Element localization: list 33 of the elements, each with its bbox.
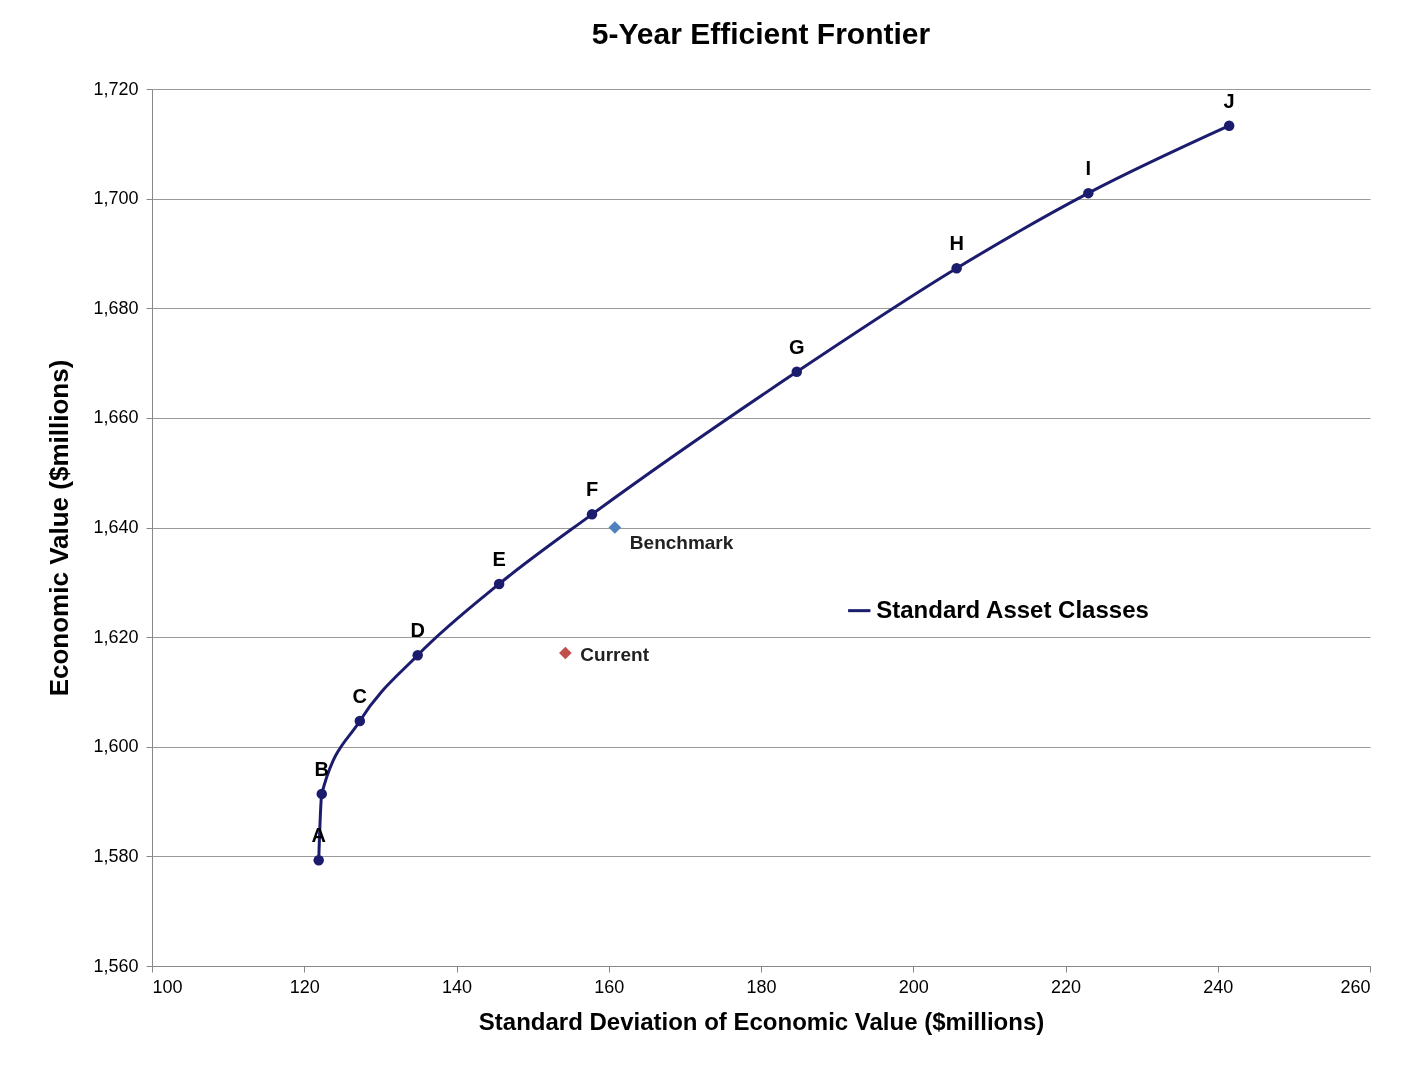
x-tick-label: 220 bbox=[1050, 976, 1082, 997]
x-tick-label: 260 bbox=[1340, 976, 1371, 997]
y-tick-label: 1,680 bbox=[93, 297, 139, 318]
y-tick-label: 1,580 bbox=[93, 845, 139, 866]
series-label: Current bbox=[580, 644, 650, 666]
y-tick-label: 1,600 bbox=[93, 736, 139, 757]
x-tick-label: 180 bbox=[746, 976, 777, 997]
annotation: F bbox=[585, 478, 599, 501]
annotation: J bbox=[1223, 89, 1235, 112]
y-tick-label: 1,700 bbox=[93, 188, 139, 209]
annotation: G bbox=[789, 335, 805, 358]
y-tick-label: 1,720 bbox=[93, 78, 139, 99]
annotation: H bbox=[949, 232, 964, 255]
chart-title: 5-Year Efficient Frontier bbox=[591, 17, 931, 50]
y-tick-label: 1,620 bbox=[93, 626, 139, 647]
annotation: E bbox=[492, 547, 506, 570]
annotation: D bbox=[410, 619, 425, 642]
x-tick-label: 120 bbox=[289, 976, 320, 997]
y-axis-title: Economic Value ($millions) bbox=[44, 359, 75, 697]
x-tick-label: 160 bbox=[594, 976, 625, 997]
x-tick-label: 100 bbox=[152, 976, 183, 997]
x-tick-label: 240 bbox=[1203, 976, 1234, 997]
x-tick-label: 140 bbox=[441, 976, 473, 997]
y-tick-label: 1,560 bbox=[93, 955, 139, 976]
series-label: Benchmark bbox=[629, 531, 734, 553]
x-axis-title: Standard Deviation of Economic Value ($millions) bbox=[478, 1007, 1045, 1035]
annotation: I bbox=[1085, 157, 1092, 180]
legend-label: Standard Asset Classes bbox=[876, 595, 1149, 623]
y-tick-label: 1,660 bbox=[93, 407, 139, 428]
x-tick-label: 200 bbox=[898, 976, 929, 997]
y-tick-label: 1,640 bbox=[93, 517, 139, 537]
annotation: B bbox=[314, 757, 329, 780]
annotation: C bbox=[352, 684, 368, 707]
